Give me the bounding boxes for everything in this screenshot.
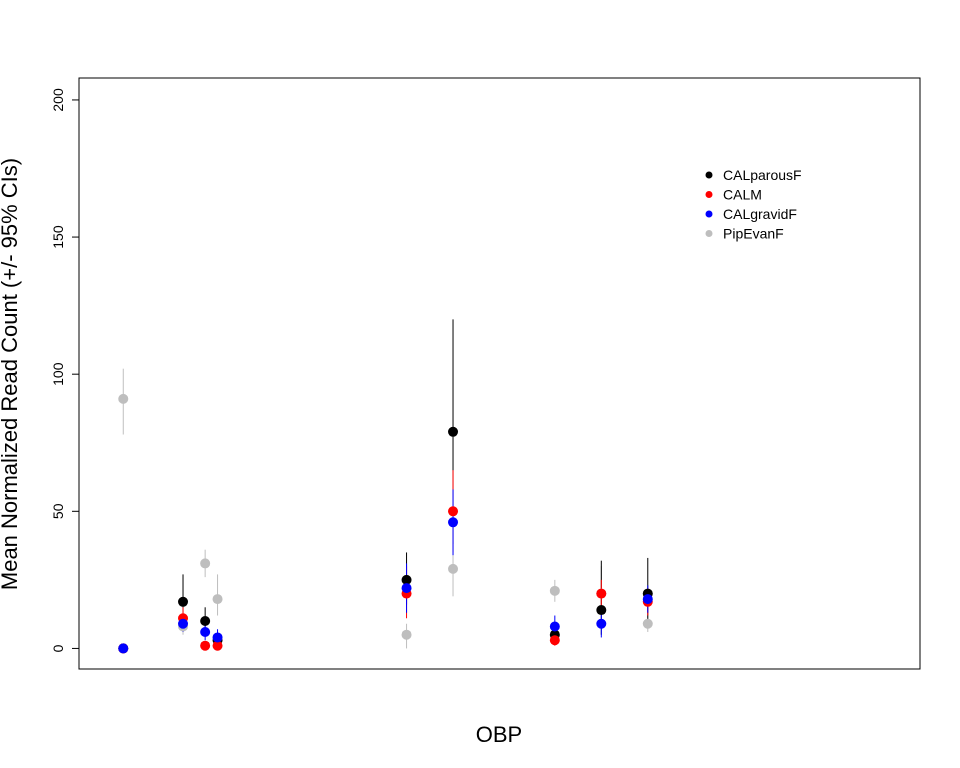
- data-point: [212, 632, 223, 643]
- legend-marker: [705, 191, 713, 198]
- legend-label: PipEvanF: [723, 226, 784, 242]
- data-point: [118, 643, 129, 654]
- data-point: [212, 640, 223, 651]
- data-point: [178, 596, 189, 607]
- data-point: [448, 426, 459, 437]
- error-bars: [122, 319, 649, 649]
- data-point: [178, 618, 189, 629]
- data-point: [200, 626, 211, 637]
- data-point: [642, 618, 653, 629]
- data-point: [448, 563, 459, 574]
- data-point: [212, 594, 223, 605]
- data-point: [596, 618, 607, 629]
- data-point: [448, 517, 459, 528]
- data-point: [549, 585, 560, 596]
- data-point: [448, 506, 459, 517]
- data-points: [118, 393, 653, 654]
- data-point: [200, 558, 211, 569]
- y-axis: 0 50 100 150 200: [50, 88, 80, 652]
- data-point: [596, 588, 607, 599]
- y-tick-label: 0: [50, 644, 66, 652]
- data-point: [200, 616, 211, 627]
- data-point: [549, 621, 560, 632]
- data-point: [401, 629, 412, 640]
- x-axis-title: OBP: [476, 722, 522, 747]
- y-axis-title: Mean Normalized Read Count (+/- 95% CIs): [0, 158, 22, 590]
- y-tick-label: 100: [50, 362, 66, 386]
- data-point: [118, 393, 129, 404]
- legend-marker: [705, 210, 713, 218]
- legend-label: CALparousF: [723, 167, 802, 183]
- legend-label: CALgravidF: [723, 206, 797, 222]
- legend-marker: [705, 230, 713, 237]
- legend-marker: [705, 171, 713, 179]
- legend-label: CALM: [723, 187, 762, 203]
- legend: CALparousF CALM CALgravidF PipEvanF: [705, 167, 802, 242]
- data-point: [549, 635, 560, 646]
- data-point: [401, 583, 412, 594]
- data-point: [200, 640, 211, 651]
- data-point: [642, 594, 653, 605]
- y-tick-label: 200: [50, 88, 66, 112]
- data-point: [596, 605, 607, 616]
- data-point: [401, 574, 412, 585]
- y-tick-label: 150: [50, 225, 66, 249]
- y-tick-label: 50: [50, 503, 66, 519]
